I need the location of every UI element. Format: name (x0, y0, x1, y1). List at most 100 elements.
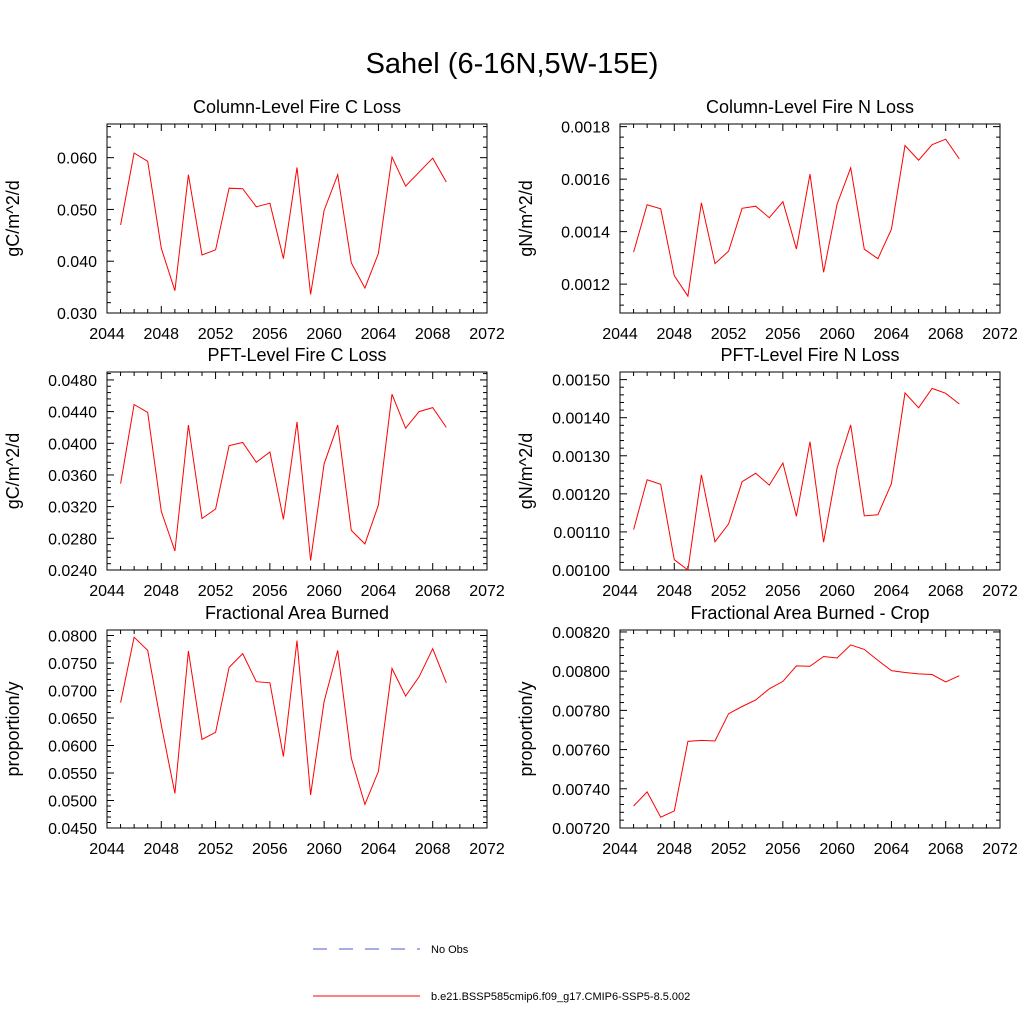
series-line (633, 138, 960, 298)
y-tick-label: 0.0018 (561, 120, 610, 137)
chart-title: Column-Level Fire C Loss (193, 97, 401, 117)
y-tick-label: 0.0480 (48, 373, 97, 390)
y-tick-label: 0.0012 (561, 277, 610, 294)
plot-frame (106, 123, 488, 314)
y-tick-label: 0.00740 (552, 782, 610, 799)
y-tick-label: 0.0240 (48, 563, 97, 580)
x-tick-label: 2048 (143, 326, 179, 343)
series-line (120, 394, 447, 561)
x-tick-label: 2068 (928, 583, 964, 600)
y-tick-label: 0.00800 (552, 664, 610, 681)
x-tick-label: 2052 (198, 841, 234, 858)
x-tick-label: 2060 (306, 583, 342, 600)
y-tick-label: 0.0320 (48, 500, 97, 517)
x-tick-label: 2044 (602, 326, 638, 343)
x-tick-label: 2072 (982, 841, 1018, 858)
x-tick-label: 2048 (143, 841, 179, 858)
chart-panel-2: Column-Level Fire N Loss gN/m^2/d 2044 2048… (516, 97, 1018, 343)
x-tick-label: 2056 (765, 583, 801, 600)
chart-title: Column-Level Fire N Loss (706, 97, 914, 117)
chart-title: PFT-Level Fire N Loss (720, 345, 899, 365)
y-tick-label: 0.00130 (552, 449, 610, 466)
x-tick-label: 2068 (415, 583, 451, 600)
y-axis-label: gC/m^2/d (3, 180, 23, 256)
x-tick-label: 2052 (711, 326, 747, 343)
y-tick-label: 0.0016 (561, 172, 610, 189)
x-tick-label: 2064 (361, 326, 397, 343)
x-tick-label: 2052 (711, 841, 747, 858)
chart-panel-5: Fractional Area Burned proportion/y 2044 20… (3, 603, 505, 858)
y-tick-label: 0.0550 (48, 766, 97, 783)
chart-panel-1: Column-Level Fire C Loss gC/m^2/d 2044 2048… (3, 97, 505, 343)
series-line (633, 644, 960, 818)
x-tick-label: 2068 (928, 326, 964, 343)
x-tick-label: 2060 (819, 841, 855, 858)
x-tick-label: 2064 (874, 326, 910, 343)
x-tick-label: 2044 (89, 326, 125, 343)
y-tick-label: 0.0400 (48, 436, 97, 453)
y-tick-label: 0.060 (57, 151, 97, 168)
y-axis-label: proportion/y (516, 681, 536, 776)
chart-panel-6: Fractional Area Burned - Crop proportion/… (516, 603, 1018, 858)
x-tick-label: 2072 (982, 583, 1018, 600)
plot-frame (619, 123, 1001, 314)
chart-title: Fractional Area Burned - Crop (690, 603, 929, 623)
x-tick-label: 2048 (143, 583, 179, 600)
y-axis-label: gC/m^2/d (3, 433, 23, 509)
chart-title: Fractional Area Burned (205, 603, 389, 623)
x-tick-label: 2044 (602, 841, 638, 858)
y-tick-label: 0.0014 (561, 225, 610, 242)
x-tick-label: 2072 (982, 326, 1018, 343)
x-tick-label: 2044 (89, 583, 125, 600)
y-tick-label: 0.0750 (48, 656, 97, 673)
x-tick-label: 2056 (252, 841, 288, 858)
x-tick-label: 2052 (198, 326, 234, 343)
y-tick-label: 0.0440 (48, 405, 97, 422)
y-tick-label: 0.00120 (552, 487, 610, 504)
y-tick-label: 0.00820 (552, 625, 610, 642)
x-tick-label: 2068 (928, 841, 964, 858)
y-tick-label: 0.0650 (48, 711, 97, 728)
y-tick-label: 0.0700 (48, 684, 97, 701)
x-tick-label: 2048 (656, 583, 692, 600)
y-tick-label: 0.0800 (48, 629, 97, 646)
y-tick-label: 0.00760 (552, 743, 610, 760)
series-line (120, 636, 447, 806)
chart-title: PFT-Level Fire C Loss (207, 345, 386, 365)
x-tick-label: 2044 (602, 583, 638, 600)
y-tick-label: 0.00720 (552, 821, 610, 838)
y-tick-label: 0.0500 (48, 794, 97, 811)
y-tick-label: 0.030 (57, 306, 97, 323)
x-tick-label: 2048 (656, 841, 692, 858)
series-line (633, 387, 960, 571)
series-line (120, 152, 447, 295)
x-tick-label: 2056 (252, 326, 288, 343)
y-tick-label: 0.0280 (48, 531, 97, 548)
x-tick-label: 2072 (469, 326, 505, 343)
plot-frame (106, 371, 488, 571)
y-axis-label: gN/m^2/d (516, 433, 536, 509)
plot-frame (106, 629, 488, 829)
y-axis-label: proportion/y (3, 681, 23, 776)
x-tick-label: 2072 (469, 583, 505, 600)
plot-frame (619, 371, 1001, 571)
y-tick-label: 0.00150 (552, 373, 610, 390)
y-axis-label: gN/m^2/d (516, 180, 536, 256)
y-tick-label: 0.0360 (48, 468, 97, 485)
x-tick-label: 2068 (415, 326, 451, 343)
page-title: Sahel (6-16N,5W-15E) (365, 48, 659, 80)
x-tick-label: 2064 (874, 841, 910, 858)
y-tick-label: 0.00140 (552, 411, 610, 428)
x-tick-label: 2060 (819, 326, 855, 343)
x-tick-label: 2056 (765, 841, 801, 858)
x-tick-label: 2044 (89, 841, 125, 858)
x-tick-label: 2052 (711, 583, 747, 600)
x-tick-label: 2060 (306, 841, 342, 858)
x-tick-label: 2060 (306, 326, 342, 343)
y-tick-label: 0.040 (57, 254, 97, 271)
x-tick-label: 2064 (874, 583, 910, 600)
x-tick-label: 2064 (361, 583, 397, 600)
x-tick-label: 2060 (819, 583, 855, 600)
x-tick-label: 2068 (415, 841, 451, 858)
